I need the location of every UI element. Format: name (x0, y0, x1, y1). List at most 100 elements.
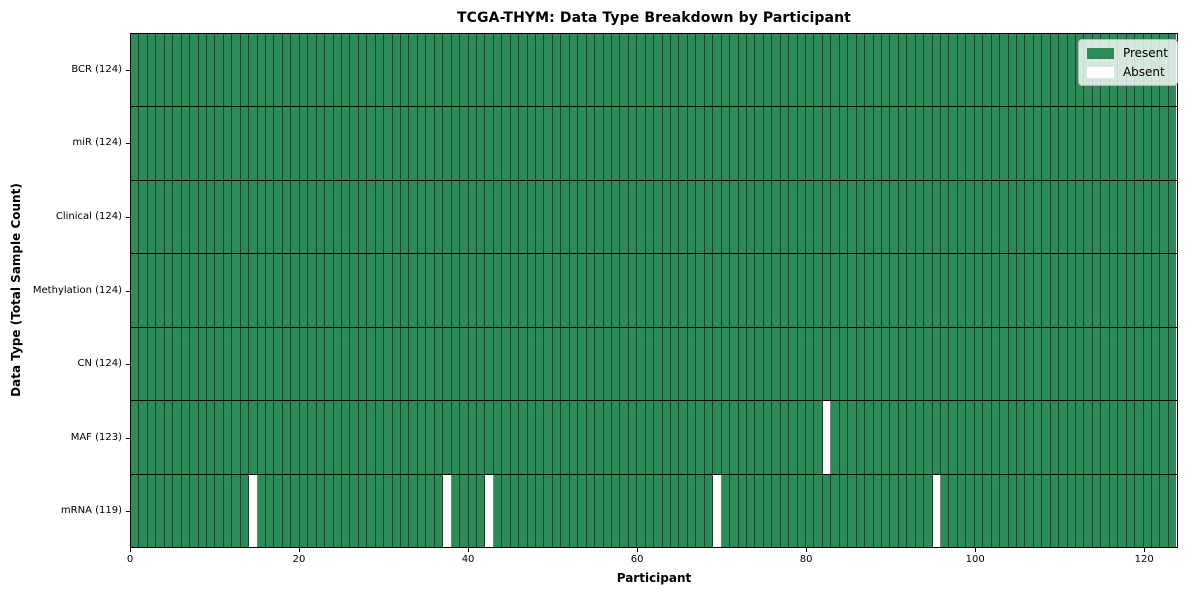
present-cell (991, 327, 1001, 401)
present-cell (679, 34, 688, 107)
present-cell (637, 474, 646, 547)
x-axis-label: Participant (616, 571, 692, 585)
present-cell (763, 254, 773, 327)
present-cell (738, 401, 747, 474)
present-cell (645, 327, 655, 401)
present-cell (173, 107, 182, 180)
x-tick-mark (1144, 548, 1146, 552)
present-cell (240, 254, 250, 327)
present-cell (1076, 327, 1085, 401)
present-cell (620, 327, 629, 401)
present-cell (401, 401, 410, 474)
y-tick-mark (126, 216, 130, 218)
present-cell (595, 254, 604, 327)
present-cell (476, 34, 486, 107)
present-cell (460, 34, 469, 107)
present-cell (848, 254, 857, 327)
present-cell (595, 107, 604, 180)
present-cell (645, 254, 655, 327)
present-cell (865, 254, 874, 327)
present-cell (232, 34, 241, 107)
present-cell (856, 401, 866, 474)
present-cell (350, 254, 359, 327)
present-cell (1092, 474, 1102, 547)
absent-cell (443, 474, 452, 547)
present-cell (755, 474, 764, 547)
present-cell (1151, 474, 1161, 547)
present-cell (671, 34, 680, 107)
present-cell (696, 107, 705, 180)
present-cell (232, 474, 241, 547)
present-cell (1160, 474, 1169, 547)
present-cell (671, 401, 680, 474)
absent-swatch-icon (1086, 66, 1114, 78)
present-cell (367, 401, 376, 474)
present-cell (190, 107, 199, 180)
present-cell (822, 474, 832, 547)
present-cell (367, 34, 376, 107)
present-cell (1016, 34, 1026, 107)
present-cell (730, 180, 739, 254)
present-cell (1033, 34, 1043, 107)
present-cell (915, 474, 925, 547)
present-cell (772, 327, 781, 401)
present-cell (687, 327, 697, 401)
present-cell (620, 180, 629, 254)
present-cell (519, 474, 528, 547)
present-cell (730, 107, 739, 180)
present-cell (721, 107, 731, 180)
present-cell (1050, 180, 1060, 254)
present-cell (468, 474, 477, 547)
present-cell (932, 107, 941, 180)
present-cell (198, 180, 207, 254)
present-cell (215, 474, 224, 547)
present-cell (291, 180, 300, 254)
present-cell (156, 327, 165, 401)
present-cell (1135, 107, 1144, 180)
present-cell (1050, 34, 1060, 107)
present-cell (1084, 401, 1093, 474)
present-cell (1025, 254, 1034, 327)
present-cell (763, 34, 773, 107)
present-cell (198, 254, 207, 327)
present-cell (569, 34, 579, 107)
present-cell (392, 107, 401, 180)
present-cell (164, 34, 174, 107)
present-cell (806, 34, 815, 107)
present-cell (139, 34, 148, 107)
present-cell (1076, 474, 1085, 547)
present-cell (485, 327, 494, 401)
legend-entry-present: Present (1086, 46, 1168, 60)
present-cell (274, 254, 283, 327)
present-cell (628, 34, 638, 107)
present-cell (282, 474, 292, 547)
present-cell (519, 327, 528, 401)
present-cell (350, 474, 359, 547)
present-cell (240, 327, 250, 401)
present-cell (375, 107, 385, 180)
present-cell (392, 254, 401, 327)
present-cell (375, 401, 385, 474)
present-cell (738, 327, 747, 401)
present-cell (645, 180, 655, 254)
chart-title: TCGA-THYM: Data Type Breakdown by Partic… (457, 10, 851, 26)
present-cell (232, 180, 241, 254)
present-cell (746, 180, 756, 254)
present-cell (654, 474, 663, 547)
present-cell (156, 401, 165, 474)
present-cell (375, 474, 385, 547)
present-cell (274, 34, 283, 107)
present-cell (139, 327, 148, 401)
present-cell (1067, 401, 1076, 474)
present-cell (358, 180, 368, 254)
present-cell (266, 401, 275, 474)
present-cell (291, 254, 300, 327)
present-cell (358, 254, 368, 327)
present-cell (620, 474, 629, 547)
present-cell (1033, 474, 1043, 547)
legend-entry-absent: Absent (1086, 65, 1168, 79)
present-cell (696, 34, 705, 107)
present-cell (839, 474, 849, 547)
plot-area (130, 33, 1178, 548)
present-cell (536, 474, 545, 547)
